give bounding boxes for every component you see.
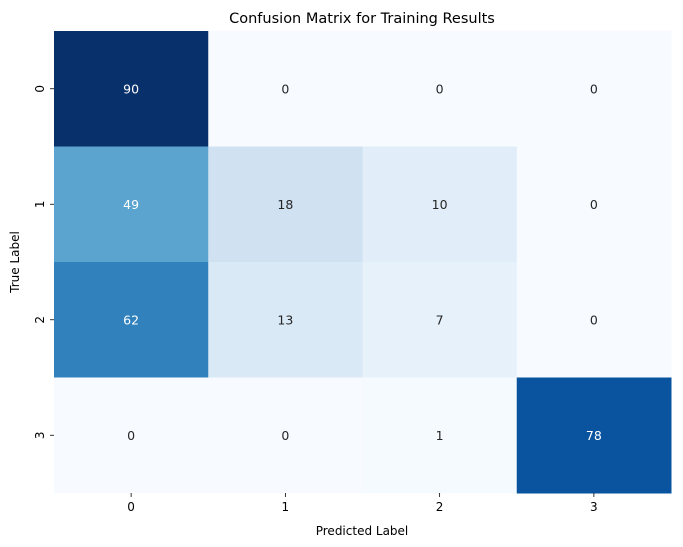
x-tick-label: 2 (436, 500, 444, 514)
heatmap-cell (208, 377, 363, 494)
heatmap-cell (516, 262, 672, 378)
heatmap-cell (362, 377, 518, 494)
x-tick-label: 3 (590, 500, 598, 514)
heatmap-cell (362, 146, 518, 263)
heatmap-cells: 90 0 0 0 49 18 10 0 62 13 7 0 0 0 1 78 (54, 31, 672, 494)
heatmap-cell (54, 31, 209, 147)
cell-value-label: 49 (123, 197, 139, 212)
y-tick-label: 2 (33, 316, 47, 324)
x-axis-label: Predicted Label (316, 524, 409, 538)
heatmap-cell (54, 146, 209, 263)
heatmap-cell (362, 31, 518, 147)
y-tick-label: 0 (33, 85, 47, 93)
cell-value-label: 0 (436, 81, 444, 96)
chart-title: Confusion Matrix for Training Results (229, 11, 495, 27)
cell-value-label: 0 (590, 81, 598, 96)
cell-value-label: 0 (590, 312, 598, 327)
heatmap-cell (516, 31, 672, 147)
cell-value-label: 62 (123, 312, 139, 327)
heatmap-cell (54, 262, 209, 378)
y-tick-label: 3 (33, 431, 47, 439)
heatmap-cell (516, 146, 672, 263)
heatmap-cell (516, 377, 672, 494)
cell-value-label: 0 (281, 428, 289, 443)
heatmap-cell (208, 31, 363, 147)
cell-value-label: 0 (127, 428, 135, 443)
x-tick-label: 1 (282, 500, 290, 514)
cell-value-label: 18 (277, 197, 293, 212)
cell-value-label: 13 (277, 312, 293, 327)
cell-value-label: 10 (432, 197, 448, 212)
cell-value-label: 0 (590, 197, 598, 212)
cell-value-label: 78 (586, 428, 602, 443)
cell-value-label: 90 (123, 81, 139, 96)
heatmap-cell (54, 377, 209, 494)
cell-value-label: 1 (436, 428, 444, 443)
y-tick-label: 1 (33, 200, 47, 208)
cell-value-label: 7 (436, 312, 444, 327)
x-axis: 0 1 2 3 (127, 493, 598, 514)
y-axis: 0 1 2 3 (33, 85, 54, 439)
heatmap-cell (208, 262, 363, 378)
heatmap-cell (362, 262, 518, 378)
cell-value-label: 0 (281, 81, 289, 96)
y-axis-label: True Label (8, 231, 22, 294)
x-tick-label: 0 (127, 500, 135, 514)
heatmap-cell (208, 146, 363, 263)
